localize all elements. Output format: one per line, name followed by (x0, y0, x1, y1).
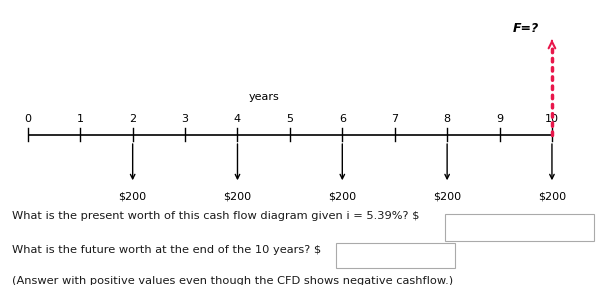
Text: (Answer with positive values even though the CFD shows negative cashflow.): (Answer with positive values even though… (12, 276, 453, 285)
Text: $200: $200 (119, 192, 147, 201)
Text: F=?: F=? (513, 22, 539, 35)
Text: years: years (248, 92, 279, 102)
Text: 6: 6 (339, 114, 346, 124)
Text: 2: 2 (129, 114, 136, 124)
Text: What is the present worth of this cash flow diagram given i = 5.39%? $: What is the present worth of this cash f… (12, 211, 419, 221)
Text: 10: 10 (545, 114, 559, 124)
Text: 3: 3 (182, 114, 188, 124)
Text: 7: 7 (391, 114, 398, 124)
Text: $200: $200 (224, 192, 251, 201)
Text: What is the future worth at the end of the 10 years? $: What is the future worth at the end of t… (12, 245, 321, 255)
Text: 0: 0 (24, 114, 32, 124)
Text: 8: 8 (444, 114, 451, 124)
Text: 4: 4 (234, 114, 241, 124)
Text: $200: $200 (328, 192, 356, 201)
Text: 5: 5 (287, 114, 293, 124)
Text: 1: 1 (77, 114, 84, 124)
Text: $200: $200 (538, 192, 566, 201)
Text: 9: 9 (496, 114, 503, 124)
Text: $200: $200 (433, 192, 461, 201)
